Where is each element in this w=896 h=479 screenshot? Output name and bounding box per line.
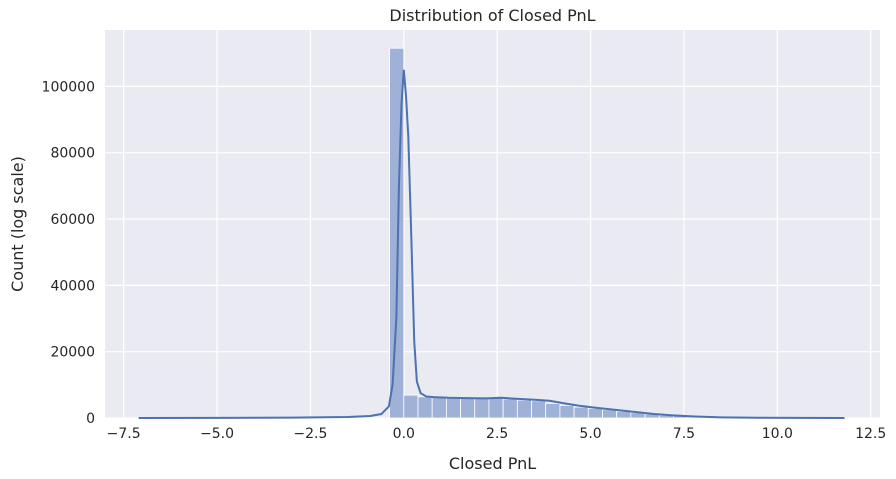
histogram-bar: [559, 404, 575, 419]
histogram-bar: [417, 396, 433, 419]
histogram-bar: [502, 398, 518, 419]
y-axis-label: Count (log scale): [8, 156, 27, 292]
y-axis-ticks: 0 20000 40000 60000 80000 100000: [42, 79, 95, 427]
histogram-bar: [488, 397, 504, 419]
y-tick-label: 60000: [50, 212, 95, 228]
histogram-bar: [403, 394, 419, 419]
histogram-bar: [474, 397, 490, 419]
histogram-bar: [431, 397, 447, 419]
x-tick-label: 10.0: [762, 426, 793, 442]
x-tick-label: 0.0: [393, 426, 415, 442]
x-tick-label: 5.0: [579, 426, 601, 442]
y-tick-label: 0: [86, 411, 95, 427]
plot-area: [105, 30, 880, 418]
chart-title: Distribution of Closed PnL: [389, 6, 595, 25]
y-tick-label: 20000: [50, 345, 95, 361]
x-axis-label: Closed PnL: [449, 454, 536, 473]
x-tick-label: 12.5: [855, 426, 886, 442]
x-tick-label: 7.5: [673, 426, 695, 442]
histogram-bar: [545, 403, 561, 419]
histogram-bar: [460, 397, 476, 419]
histogram-bars: [389, 47, 845, 419]
x-tick-label: 2.5: [486, 426, 508, 442]
y-tick-label: 80000: [50, 146, 95, 162]
x-tick-label: −7.5: [107, 426, 141, 442]
x-tick-label: −5.0: [200, 426, 234, 442]
y-tick-label: 100000: [42, 79, 95, 95]
histogram-bar: [531, 400, 547, 419]
histogram-bar: [573, 406, 589, 419]
histogram-bar: [516, 399, 532, 419]
histogram-bar: [616, 410, 632, 419]
y-tick-label: 40000: [50, 278, 95, 294]
x-tick-label: −2.5: [293, 426, 327, 442]
histogram-bar: [587, 407, 603, 419]
kde-line: [138, 69, 845, 419]
x-axis-ticks: −7.5 −5.0 −2.5 0.0 2.5 5.0 7.5 10.0 12.5: [107, 426, 887, 442]
histogram-bar: [445, 397, 461, 419]
histogram-bar: [602, 409, 618, 419]
